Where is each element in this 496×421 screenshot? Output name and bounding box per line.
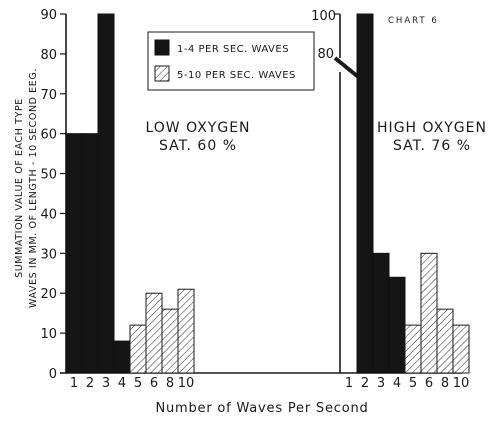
right-x-tick-label: 2	[361, 376, 369, 391]
left-x-tick-label: 10	[178, 376, 195, 391]
right-x-tick-label: 4	[393, 376, 401, 391]
left-bar-2	[81, 133, 99, 374]
right-x-tick-label: 5	[409, 376, 417, 391]
right-x-tick-label: 6	[425, 376, 433, 391]
right-annotation-line1: HIGH OXYGEN	[377, 120, 487, 136]
left-y-tick-label: 40	[40, 207, 57, 222]
right-bar-2	[356, 13, 374, 374]
legend-label-hatched: 5-10 PER SEC. WAVES	[177, 70, 296, 81]
legend-box	[147, 31, 315, 91]
right-bar-4	[388, 276, 406, 374]
left-y-tick-label: 20	[40, 287, 57, 302]
y-axis-label-line2: WAVES IN MM. OF LENGTH - 10 SECOND EEG.	[28, 68, 39, 308]
right-y-tick-label: 100	[311, 9, 336, 24]
right-x-tick-label: 3	[377, 376, 385, 391]
left-bar-1	[65, 133, 83, 374]
left-x-tick-label: 5	[134, 376, 142, 391]
right-y-tick-label: 80	[317, 47, 334, 62]
left-bar-3	[97, 13, 115, 374]
left-y-tick-label: 10	[40, 327, 57, 342]
right-x-tick-label: 8	[441, 376, 449, 391]
left-y-tick-label: 80	[40, 48, 57, 63]
left-x-tick-label: 6	[150, 376, 158, 391]
left-y-tick-label: 0	[49, 367, 57, 382]
left-bar-10	[177, 288, 195, 374]
left-y-tick-label: 90	[40, 8, 57, 23]
chart-number: CHART 6	[388, 16, 439, 26]
right-bar-10	[452, 324, 470, 374]
bars-group	[65, 13, 470, 374]
left-x-tick-label: 2	[86, 376, 94, 391]
x-axis-label: Number of Waves Per Second	[155, 401, 368, 416]
legend-label-solid: 1-4 PER SEC. WAVES	[177, 44, 289, 55]
right-bar-8	[436, 308, 454, 374]
right-bar-3	[372, 252, 390, 374]
legend-swatch-solid	[154, 39, 170, 56]
right-bar-6	[420, 252, 438, 374]
left-x-tick-label: 4	[118, 376, 126, 391]
x-tick-labels: 1 2 3 4 5 6 8 10 1 2 3 4 5 6 8 10	[70, 376, 469, 391]
left-annotation-line1: LOW OXYGEN	[145, 120, 250, 136]
right-annotation-line2: SAT. 76 %	[393, 138, 471, 154]
right-bar-5	[404, 324, 422, 374]
y-axis-label-line1: SUMMATION VALUE OF EACH TYPE	[14, 98, 25, 278]
left-y-tick-label: 60	[40, 128, 57, 143]
left-annotation-line2: SAT. 60 %	[159, 138, 237, 154]
left-y-tick-label: 30	[40, 247, 57, 262]
left-y-ticks: 0 10 20 30 40 50 60 70 80 90	[40, 8, 66, 382]
left-y-tick-label: 70	[40, 88, 57, 103]
left-bar-5	[129, 324, 147, 374]
right-x-tick-label: 1	[345, 376, 353, 391]
right-y-ticks: 100 80	[311, 9, 340, 62]
left-bar-4	[113, 340, 131, 374]
left-bar-6	[145, 292, 163, 374]
left-y-tick-label: 50	[40, 168, 57, 183]
legend: 1-4 PER SEC. WAVES 5-10 PER SEC. WAVES	[147, 31, 315, 91]
left-bar-8	[161, 308, 179, 374]
legend-swatch-hatched	[154, 65, 170, 82]
left-x-tick-label: 3	[102, 376, 110, 391]
right-x-tick-label: 10	[453, 376, 470, 391]
left-x-tick-label: 8	[166, 376, 174, 391]
left-x-tick-label: 1	[70, 376, 78, 391]
